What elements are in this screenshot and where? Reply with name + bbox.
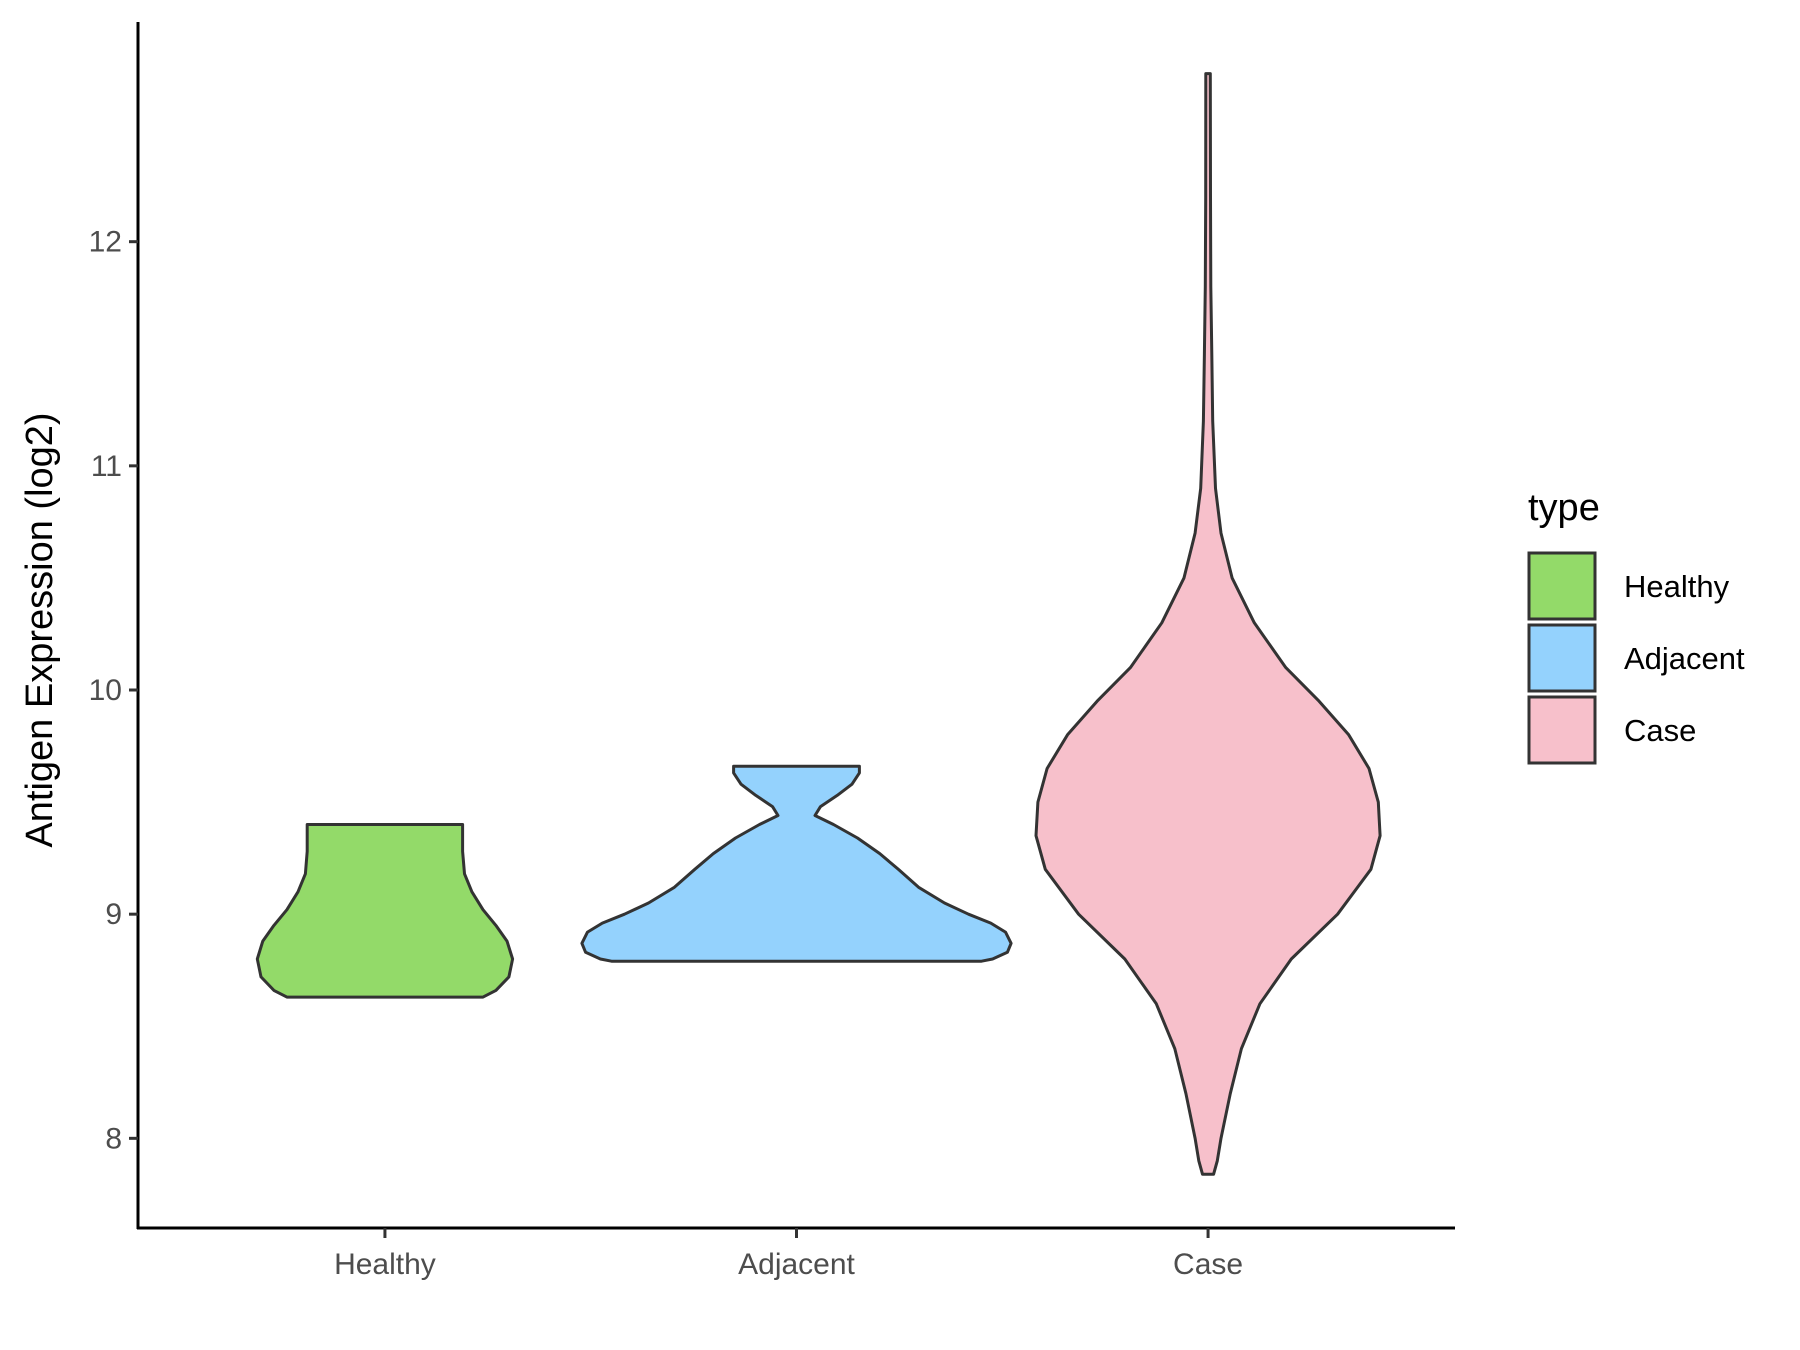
y-tick-label-11: 11 — [91, 450, 122, 483]
violin-case — [1034, 72, 1382, 1176]
legend-title: type — [1528, 487, 1600, 529]
y-tick-label-9: 9 — [105, 898, 122, 931]
y-tick-label-10: 10 — [89, 674, 122, 707]
legend-swatch-healthy — [1527, 551, 1597, 621]
y-axis-title: Antigen Expression (log2) — [19, 412, 61, 847]
violin-healthy — [255, 823, 515, 999]
axes: 8 9 10 11 12 Healthy Adjacent Case — [89, 22, 1455, 1281]
legend-label-case: Case — [1624, 713, 1696, 748]
legend: type Healthy Adjacent Case — [1527, 487, 1745, 765]
violin-layer — [255, 72, 1382, 1176]
violin-adjacent — [580, 764, 1013, 963]
legend-swatch-adjacent — [1527, 623, 1597, 693]
x-tick-label-healthy: Healthy — [334, 1248, 436, 1281]
y-tick-label-12: 12 — [89, 226, 122, 259]
x-tick-label-adjacent: Adjacent — [738, 1248, 855, 1281]
legend-swatch-case — [1527, 695, 1597, 765]
y-tick-label-8: 8 — [105, 1122, 122, 1155]
legend-label-healthy: Healthy — [1624, 569, 1730, 604]
x-tick-label-case: Case — [1173, 1248, 1243, 1281]
legend-label-adjacent: Adjacent — [1624, 641, 1745, 676]
